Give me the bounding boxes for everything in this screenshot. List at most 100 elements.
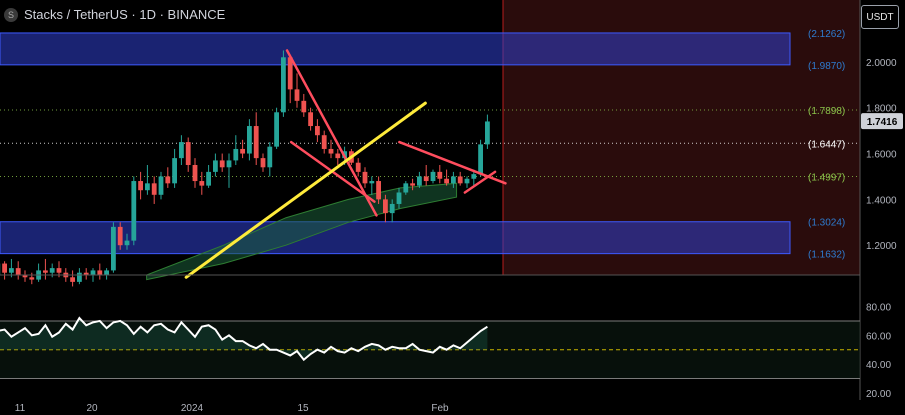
symbol-logo-icon: S	[4, 7, 18, 22]
level-label: (1.3024)	[808, 218, 845, 229]
candle-body	[131, 181, 137, 241]
rsi-tick-label: 40.00	[866, 360, 891, 371]
candle-body	[9, 268, 14, 273]
candle-body	[49, 268, 55, 273]
candle-body	[138, 181, 143, 191]
candle-body	[417, 176, 422, 186]
symbol-title[interactable]: Stacks / TetherUS · 1D · BINANCE	[24, 7, 226, 22]
level-label: (1.6447)	[808, 139, 845, 150]
candle-body	[70, 277, 75, 282]
candle-body	[206, 171, 211, 186]
candle-body	[117, 226, 123, 246]
time-tick-label: Feb	[431, 403, 449, 414]
candle-body	[287, 57, 293, 90]
candle-body	[403, 183, 409, 193]
candle-body	[451, 176, 456, 184]
price-tag-box	[861, 113, 903, 130]
candle-body	[247, 126, 252, 154]
price-tick-label: 1.6000	[866, 150, 897, 161]
candle-body	[369, 181, 375, 184]
rsi-tick-label: 60.00	[866, 331, 891, 342]
candle-body	[423, 176, 429, 182]
candle-body	[410, 183, 415, 186]
candle-body	[335, 153, 341, 159]
candle-body	[90, 270, 96, 275]
pennant-lower-line	[463, 170, 497, 194]
rsi-pane	[0, 316, 860, 379]
candle-body	[389, 203, 395, 214]
candle-body	[362, 171, 368, 184]
candle-body	[165, 176, 171, 184]
time-tick-label: 11	[15, 403, 26, 414]
trendline-line	[184, 101, 427, 279]
level-label: (1.9870)	[808, 61, 845, 72]
candle-body	[2, 263, 7, 273]
chart-header: S Stacks / TetherUS · 1D · BINANCE	[4, 7, 225, 22]
wedge-upper-line	[285, 49, 378, 217]
candle-body	[457, 176, 463, 184]
trendline	[184, 101, 427, 279]
candle-body	[172, 158, 177, 184]
candle-body	[281, 57, 286, 113]
candle-body	[485, 121, 490, 145]
zone-rect	[0, 32, 791, 66]
candle-body	[464, 178, 470, 184]
candle-body	[376, 181, 381, 200]
candle-body	[355, 162, 361, 172]
candle-body	[97, 270, 103, 275]
level-label: (2.1262)	[808, 29, 845, 40]
rsi-line	[0, 316, 488, 362]
candle-body	[233, 148, 239, 161]
candle-body	[124, 240, 130, 246]
candle-body	[444, 178, 449, 184]
candle-body	[158, 176, 164, 195]
candle-body	[145, 183, 150, 191]
candle-body	[226, 160, 232, 168]
rsi-axis[interactable]: 80.00 60.00 40.00 20.00	[866, 303, 891, 400]
candle-body	[267, 146, 273, 168]
current-price-tag: 1.7416	[861, 113, 903, 130]
candle-body	[185, 142, 191, 165]
candle-body	[199, 181, 205, 186]
candle-body	[83, 272, 89, 275]
candle-body	[213, 160, 218, 172]
time-tick-label: 20	[86, 403, 98, 414]
time-tick-label: 15	[297, 403, 309, 414]
candle-body	[274, 112, 279, 147]
level-labels: (2.1262) (1.9870) (1.7898) (1.6447) (1.4997)…	[808, 29, 845, 261]
candle-body	[437, 171, 443, 179]
rsi-tick-label: 80.00	[866, 303, 891, 314]
price-tag-label: 1.7416	[867, 117, 898, 128]
candle-body	[240, 148, 245, 154]
candle-body	[253, 126, 259, 159]
ma-band-area	[146, 182, 458, 281]
candle-body	[104, 270, 109, 275]
time-axis[interactable]: 11 20 2024 15 Feb	[15, 403, 449, 414]
level-label: (1.7898)	[808, 106, 845, 117]
candle-body	[321, 135, 327, 149]
candle-body	[15, 268, 21, 275]
time-tick-label: 2024	[181, 403, 204, 414]
rsi-tick-label: 20.00	[866, 389, 891, 400]
candle-body	[478, 144, 483, 175]
candle-body	[43, 270, 48, 273]
level-label: (1.1632)	[808, 250, 845, 261]
candle-body	[471, 174, 477, 179]
moving-average-band	[146, 182, 458, 281]
candle-body	[396, 192, 402, 204]
candle-body	[22, 275, 28, 278]
price-tick-label: 1.2000	[866, 241, 897, 252]
price-levels	[0, 109, 860, 178]
candle-body	[383, 199, 388, 214]
candle-body	[219, 160, 225, 168]
candle-body	[430, 171, 436, 182]
candle-body	[260, 158, 266, 168]
price-tick-label: 2.0000	[866, 58, 897, 69]
candle-body	[179, 142, 184, 159]
candle-body	[328, 148, 334, 154]
candle-body	[294, 89, 300, 101]
candle-body	[301, 100, 307, 113]
candle-body	[29, 277, 35, 280]
currency-button[interactable]: USDT	[861, 5, 899, 29]
